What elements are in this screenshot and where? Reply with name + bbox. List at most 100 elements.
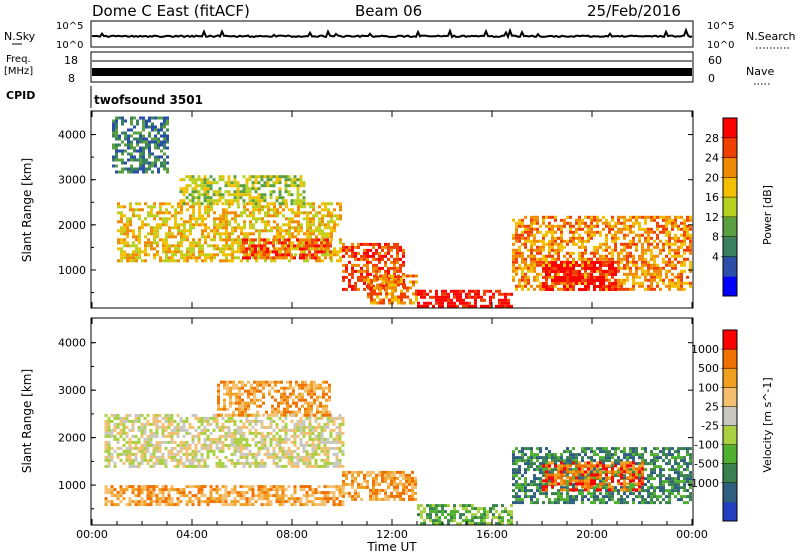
- data-cell: [221, 196, 225, 200]
- data-cell: [578, 239, 581, 243]
- colorbar-frame: [722, 117, 738, 297]
- data-cell: [369, 254, 372, 258]
- colorbar-segment: [723, 276, 737, 297]
- data-cell: [224, 184, 228, 188]
- data-cell: [179, 428, 183, 432]
- data-cell: [227, 175, 231, 179]
- data-cell: [400, 280, 403, 284]
- data-cell: [381, 479, 384, 483]
- data-cell: [126, 220, 129, 224]
- data-cell: [233, 437, 237, 441]
- data-cell: [245, 419, 249, 423]
- data-cell: [243, 208, 246, 212]
- data-cell: [375, 476, 378, 480]
- data-cell: [245, 437, 249, 441]
- data-cell: [326, 497, 330, 501]
- data-cell: [593, 248, 596, 252]
- data-cell: [338, 422, 342, 426]
- data-cell: [156, 232, 159, 236]
- data-cell: [545, 282, 548, 285]
- data-cell: [309, 217, 312, 221]
- data-cell: [191, 202, 195, 206]
- data-cell: [291, 211, 294, 215]
- data-cell: [403, 292, 406, 296]
- data-cell: [683, 230, 686, 234]
- data-cell: [620, 287, 623, 291]
- data-cell: [270, 202, 273, 206]
- data-cell: [151, 152, 154, 156]
- data-cell: [394, 286, 397, 290]
- data-cell: [218, 449, 222, 453]
- data-cell: [330, 217, 333, 221]
- data-cell: [162, 247, 165, 251]
- data-cell: [683, 269, 686, 273]
- data-cell: [165, 211, 168, 215]
- data-cell: [644, 287, 647, 291]
- data-cell: [366, 485, 369, 489]
- data-cell: [262, 392, 265, 396]
- data-cell: [204, 253, 207, 257]
- data-cell: [248, 464, 252, 468]
- data-cell: [611, 275, 614, 279]
- data-cell: [668, 281, 671, 285]
- data-cell: [354, 494, 357, 498]
- data-cell: [524, 281, 527, 285]
- data-cell: [203, 416, 207, 420]
- data-cell: [252, 208, 255, 212]
- data-cell: [201, 220, 204, 224]
- data-cell: [311, 443, 315, 447]
- data-cell: [227, 199, 231, 203]
- data-cell: [521, 266, 524, 270]
- data-cell: [527, 269, 530, 273]
- data-cell: [112, 155, 115, 159]
- data-cell: [215, 443, 219, 447]
- data-cell: [167, 440, 171, 444]
- data-cell: [182, 178, 186, 182]
- data-cell: [329, 256, 332, 260]
- data-cell: [584, 267, 587, 270]
- data-cell: [326, 440, 330, 444]
- nave-tick-high: 60: [708, 54, 722, 67]
- data-cell: [569, 279, 572, 282]
- data-cell: [151, 140, 154, 144]
- data-cell: [387, 482, 390, 486]
- data-cell: [644, 257, 647, 261]
- data-cell: [221, 443, 225, 447]
- data-cell: [569, 263, 572, 267]
- data-cell: [566, 279, 569, 282]
- data-cell: [441, 295, 444, 299]
- data-cell: [554, 230, 557, 234]
- data-cell: [578, 251, 581, 255]
- data-cell: [142, 158, 145, 162]
- data-cell: [560, 267, 563, 270]
- data-cell: [112, 158, 115, 162]
- data-cell: [304, 398, 307, 402]
- data-cell: [304, 380, 307, 384]
- data-cell: [239, 491, 243, 495]
- data-cell: [156, 250, 159, 254]
- data-cell: [569, 273, 572, 276]
- data-cell: [339, 241, 342, 245]
- data-cell: [560, 245, 563, 249]
- data-cell: [160, 164, 163, 168]
- data-cell: [236, 491, 240, 495]
- data-cell: [686, 257, 689, 261]
- data-cell: [301, 380, 304, 384]
- data-cell: [311, 452, 315, 456]
- data-cell: [608, 278, 611, 282]
- data-cell: [132, 232, 135, 236]
- data-cell: [647, 233, 650, 237]
- data-cell: [686, 215, 689, 219]
- data-cell: [596, 276, 599, 279]
- data-cell: [354, 476, 357, 480]
- data-cell: [290, 181, 294, 185]
- data-cell: [104, 419, 108, 423]
- data-cell: [166, 161, 169, 165]
- data-cell: [311, 244, 314, 248]
- data-cell: [489, 507, 492, 511]
- data-cell: [217, 398, 220, 402]
- data-cell: [281, 175, 285, 179]
- data-cell: [200, 464, 204, 468]
- data-cell: [266, 256, 269, 260]
- data-cell: [170, 455, 174, 459]
